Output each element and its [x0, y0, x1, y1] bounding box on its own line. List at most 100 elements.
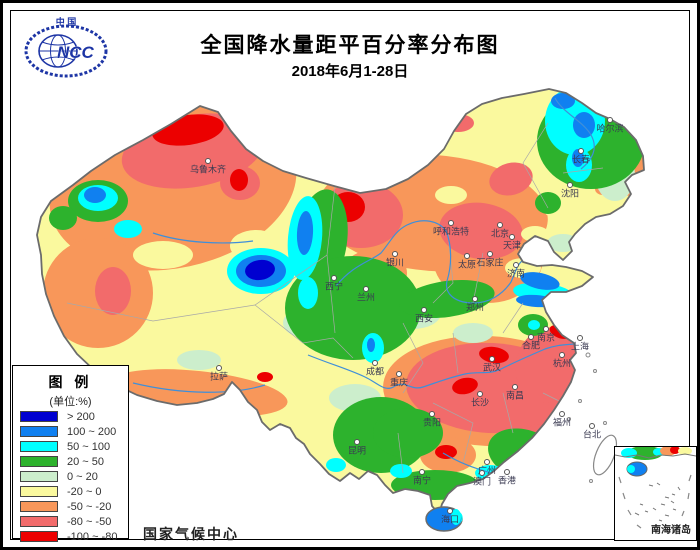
- hainan-island: [425, 506, 463, 532]
- china-precipitation-map: [36, 88, 645, 532]
- city-label: 广州: [477, 465, 497, 476]
- legend-row: 20 ~ 50: [13, 454, 128, 469]
- city-label: 昆明: [347, 445, 367, 456]
- legend-row: -20 ~ 0: [13, 484, 128, 499]
- coastal-islands: [567, 352, 607, 483]
- city-marker: [331, 275, 337, 281]
- city-label: 澳门: [472, 476, 492, 487]
- city-label: 成都: [365, 366, 385, 377]
- city-label: 长沙: [470, 397, 490, 408]
- city-marker: [559, 352, 565, 358]
- city-label: 合肥: [521, 340, 541, 351]
- legend-swatch: [20, 516, 58, 527]
- legend-swatch: [20, 411, 58, 422]
- city-marker: [419, 469, 425, 475]
- city-label: 济南: [506, 268, 526, 279]
- city-marker: [392, 251, 398, 257]
- legend-label: 0 ~ 20: [67, 470, 98, 483]
- city-marker: [464, 253, 470, 259]
- inset-coast: [614, 446, 697, 477]
- legend-row: 0 ~ 20: [13, 469, 128, 484]
- inset-islands: [618, 474, 692, 529]
- city-label: 台北: [582, 429, 602, 440]
- logo-top-text: 中 国: [56, 16, 77, 27]
- city-marker: [487, 251, 493, 257]
- city-label: 南昌: [505, 390, 525, 401]
- city-label: 银川: [385, 257, 405, 268]
- city-label: 拉萨: [209, 371, 229, 382]
- legend-rows: > 200 100 ~ 200 50 ~ 100 20 ~ 50 0 ~ 20 -20 ~…: [13, 409, 128, 544]
- city-marker: [607, 117, 613, 123]
- city-marker: [472, 296, 478, 302]
- taiwan-island: [592, 434, 618, 476]
- legend-swatch: [20, 501, 58, 512]
- city-label: 南宁: [412, 475, 432, 486]
- city-label: 重庆: [389, 377, 409, 388]
- city-label: 太原: [457, 259, 477, 270]
- legend-label: 100 ~ 200: [67, 425, 117, 438]
- city-marker: [447, 508, 453, 514]
- city-label: 武汉: [482, 362, 502, 373]
- city-marker: [504, 469, 510, 475]
- city-marker: [429, 411, 435, 417]
- city-marker: [543, 326, 549, 332]
- city-marker: [589, 423, 595, 429]
- rivers: [132, 97, 595, 474]
- city-marker: [396, 371, 402, 377]
- city-marker: [354, 439, 360, 445]
- city-marker: [216, 365, 222, 371]
- laurel-wreath-icon: [24, 24, 108, 78]
- legend-row: -50 ~ -20: [13, 499, 128, 514]
- city-label: 长春: [571, 154, 591, 165]
- page-subtitle: 2018年6月1-28日: [291, 63, 409, 80]
- city-label: 福州: [552, 417, 572, 428]
- legend-label: -20 ~ 0: [67, 485, 102, 498]
- city-marker: [477, 391, 483, 397]
- page-title: 全国降水量距平百分率分布图: [200, 34, 500, 57]
- city-label: 兰州: [356, 292, 376, 303]
- legend-label: 50 ~ 100: [67, 440, 111, 453]
- city-label: 贵阳: [422, 417, 442, 428]
- legend-title: 图 例: [48, 374, 93, 390]
- city-label: 南京: [536, 332, 556, 343]
- inset-label: 南海诸岛: [651, 525, 691, 536]
- city-marker: [497, 222, 503, 228]
- legend-swatch: [20, 426, 58, 437]
- agency-credit: 国家气候中心: [143, 526, 239, 542]
- legend-label: 20 ~ 50: [67, 455, 105, 468]
- province-borders: [66, 122, 604, 474]
- legend-label: -50 ~ -20: [67, 500, 112, 513]
- logo-name-text: NCC: [57, 43, 95, 62]
- city-label: 哈尔滨: [596, 123, 624, 134]
- south-china-sea-inset: 南海诸岛: [614, 446, 697, 541]
- city-label: 海口: [440, 514, 460, 525]
- city-label: 石家庄: [476, 257, 504, 268]
- city-label: 杭州: [552, 358, 572, 369]
- city-marker: [448, 220, 454, 226]
- city-marker: [528, 334, 534, 340]
- legend-swatch: [20, 531, 58, 542]
- city-label: 郑州: [465, 302, 485, 313]
- legend-row: -100 ~ -80: [13, 529, 128, 544]
- city-label: 乌鲁木齐: [189, 164, 227, 175]
- legend-label: -100 ~ -80: [67, 530, 118, 543]
- city-marker: [559, 411, 565, 417]
- city-marker: [363, 286, 369, 292]
- city-label: 西安: [414, 313, 434, 324]
- city-marker: [421, 307, 427, 313]
- city-marker: [509, 234, 515, 240]
- city-label: 天津: [502, 240, 522, 251]
- legend-swatch: [20, 456, 58, 467]
- city-marker: [577, 335, 583, 341]
- ncc-logo: 中 国 NCC: [19, 13, 115, 79]
- city-marker: [512, 384, 518, 390]
- legend-swatch: [20, 486, 58, 497]
- city-marker: [372, 360, 378, 366]
- city-marker: [479, 470, 485, 476]
- city-marker: [205, 158, 211, 164]
- legend-label: -80 ~ -50: [67, 515, 112, 528]
- city-marker: [484, 459, 490, 465]
- legend-label: > 200: [67, 410, 95, 423]
- city-label: 香港: [497, 475, 517, 486]
